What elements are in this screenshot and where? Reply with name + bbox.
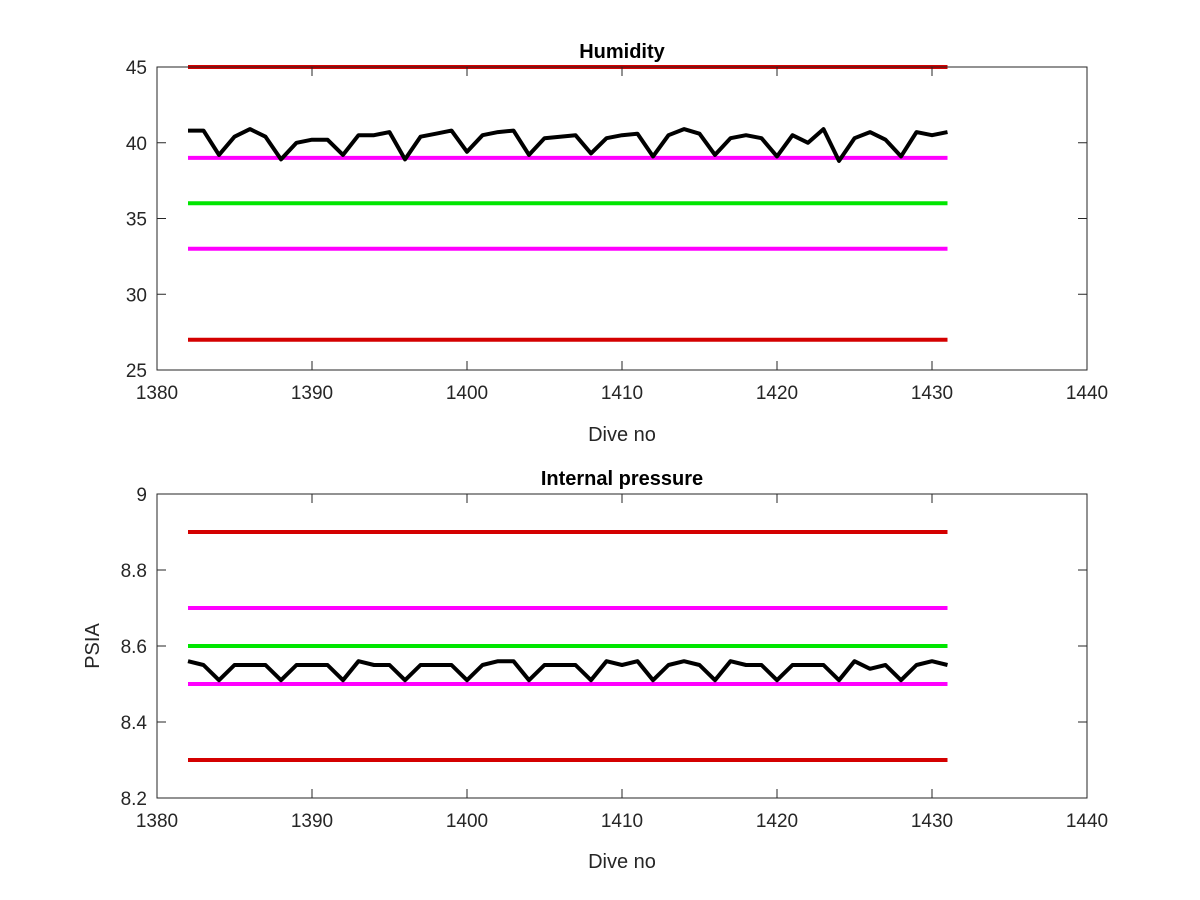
- pressure-x-axis-label: Dive no: [588, 851, 656, 873]
- pressure-series-layer: [187, 530, 948, 762]
- humidity-axes-frame: [156, 66, 1088, 371]
- pressure-y-tick-label: 8.4: [121, 713, 148, 734]
- humidity-y-tick-label: 30: [126, 285, 147, 306]
- pressure-x-tick-label: 1410: [601, 811, 643, 832]
- humidity-x-tick-label: 1380: [136, 383, 178, 404]
- humidity-series-line-5: [188, 127, 948, 163]
- pressure-y-tick-label: 9: [136, 485, 147, 506]
- pressure-axes-frame: [156, 493, 1088, 799]
- pressure-y-tick-label: 8.2: [121, 789, 147, 810]
- humidity-chart: 1380 1390 1400 1410 1420 1430 1440 25 30 35 40 45 H…: [126, 41, 1108, 446]
- pressure-x-tick-label: 1390: [291, 811, 333, 832]
- humidity-x-tick-label: 1390: [291, 383, 333, 404]
- humidity-x-tick-label: 1430: [911, 383, 953, 404]
- humidity-y-tick-label: 45: [126, 58, 147, 79]
- pressure-y-axis-label: PSIA: [82, 623, 104, 669]
- pressure-y-tick-label: 8.6: [121, 637, 147, 658]
- humidity-x-tick-label: 1420: [756, 383, 798, 404]
- pressure-chart-title: Internal pressure: [541, 468, 703, 490]
- pressure-x-tick-label: 1400: [446, 811, 488, 832]
- humidity-y-tick-label: 40: [126, 134, 147, 155]
- humidity-y-tick-label: 25: [126, 361, 147, 382]
- humidity-y-tick-label: 35: [126, 210, 147, 231]
- pressure-x-tick-label: 1420: [756, 811, 798, 832]
- humidity-tick-layer: 1380 1390 1400 1410 1420 1430 1440 25 30 35 40 45: [126, 58, 1108, 404]
- humidity-x-axis-label: Dive no: [588, 424, 656, 446]
- pressure-series-line-5: [187, 659, 948, 683]
- humidity-plot-area: [157, 67, 1087, 370]
- humidity-x-tick-label: 1410: [601, 383, 643, 404]
- pressure-y-tick-label: 8.8: [121, 561, 147, 582]
- internal-pressure-chart: 1380 1390 1400 1410 1420 1430 1440 8.2 8.4 8.6 8.8…: [82, 468, 1108, 873]
- humidity-x-tick-label: 1440: [1066, 383, 1108, 404]
- pressure-x-tick-label: 1380: [136, 811, 178, 832]
- pressure-x-tick-label: 1430: [911, 811, 953, 832]
- humidity-chart-title: Humidity: [579, 41, 665, 63]
- pressure-tick-layer: 1380 1390 1400 1410 1420 1430 1440 8.2 8.4 8.6 8.8…: [121, 485, 1109, 832]
- pressure-x-tick-label: 1440: [1066, 811, 1108, 832]
- humidity-x-tick-label: 1400: [446, 383, 488, 404]
